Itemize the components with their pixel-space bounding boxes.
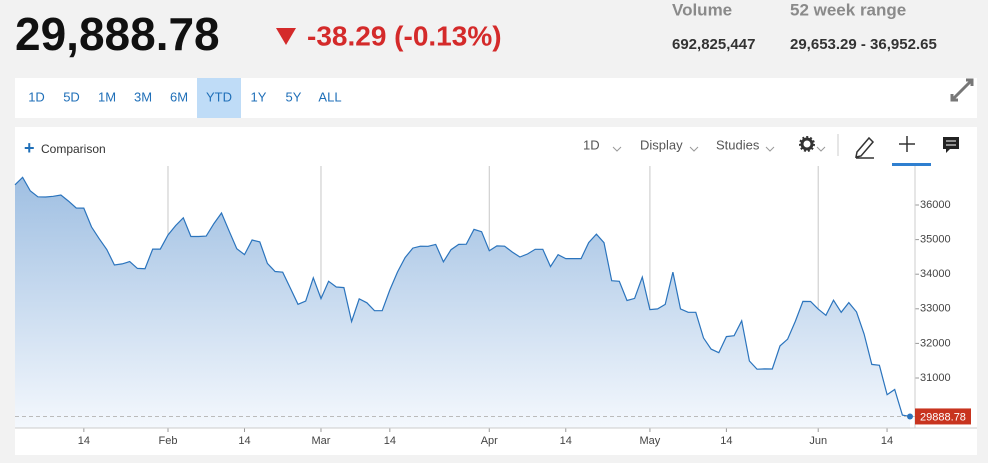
range-tab[interactable]: 6M (170, 89, 188, 104)
down-arrow (276, 28, 296, 45)
studies[interactable]: Studies (716, 137, 760, 152)
last-price-box (915, 408, 971, 425)
last-price-label: 29888.78 (920, 411, 966, 423)
chevron (689, 146, 699, 152)
line (14, 176, 911, 418)
y-tick-label: 35000 (920, 234, 951, 246)
x-tick-label: 14 (238, 435, 250, 447)
range-tab[interactable]: ALL (318, 89, 341, 104)
comparison[interactable]: Comparison (41, 142, 106, 156)
range-selected (197, 78, 241, 118)
x-tick-label: 14 (78, 435, 90, 447)
stat-value: 29,653.29 - 36,952.65 (790, 36, 937, 53)
stat-value: 692,825,447 (672, 36, 755, 53)
plus: + (24, 138, 35, 158)
range-tab[interactable]: 5D (63, 89, 80, 104)
y-tick-label: 32000 (920, 337, 951, 349)
last-point (907, 413, 913, 420)
active-indicator (892, 163, 931, 166)
y-tick-label: 33000 (920, 303, 951, 315)
x-tick-label: Jun (809, 435, 827, 447)
range-tab[interactable]: 1Y (251, 89, 267, 104)
range-tab[interactable]: 5Y (286, 89, 302, 104)
gear-icon[interactable] (799, 136, 815, 152)
price: 29,888.78 (15, 8, 220, 60)
y-tick-label: 36000 (920, 199, 951, 211)
area (15, 177, 910, 428)
x-tick-label: 14 (560, 435, 572, 447)
x-tick-label: May (640, 435, 661, 447)
x-tick-label: 14 (720, 435, 732, 447)
stat-label: Volume (672, 0, 732, 19)
range-tab[interactable]: 1D (28, 89, 45, 104)
chevron (612, 146, 622, 152)
comment-lines (946, 140, 956, 146)
x-tick-label: 14 (881, 435, 893, 447)
tool-bar (15, 127, 977, 167)
range-tab[interactable]: 1M (98, 89, 116, 104)
change: -38.29 (-0.13%) (307, 20, 502, 51)
range-tab[interactable]: YTD (206, 89, 232, 104)
x-tick-label: 14 (384, 435, 396, 447)
x-tick-label: Feb (159, 435, 178, 447)
stat-label: 52 week range (790, 0, 906, 19)
interval[interactable]: 1D (583, 137, 600, 152)
chevron (765, 146, 775, 152)
x-tick-label: Apr (481, 435, 498, 447)
display[interactable]: Display (640, 137, 683, 152)
range-tab[interactable]: 3M (134, 89, 152, 104)
y-tick-label: 31000 (920, 372, 951, 384)
expand-icon[interactable] (950, 78, 974, 102)
range-bar (15, 78, 977, 118)
pencil-icon[interactable] (855, 136, 875, 159)
x-tick-label: Mar (312, 435, 331, 447)
chevron (816, 146, 826, 152)
y-tick-label: 34000 (920, 268, 951, 280)
crosshair-icon[interactable] (899, 136, 915, 152)
